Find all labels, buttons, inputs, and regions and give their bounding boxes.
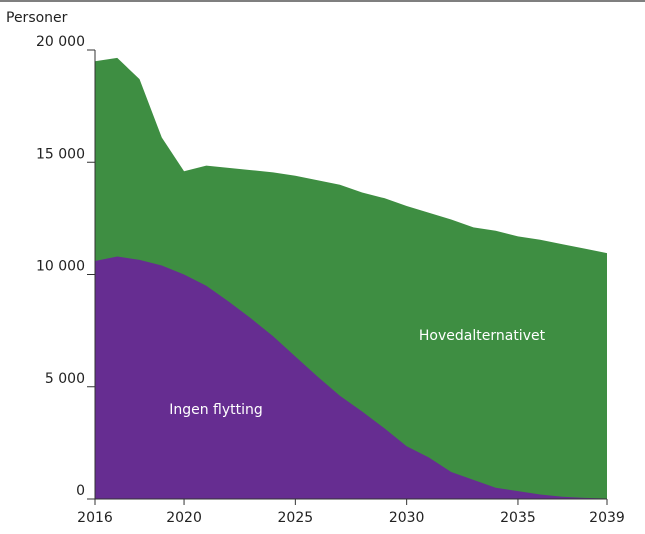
area-label: Hovedalternativet xyxy=(419,328,546,344)
x-tick-label: 2039 xyxy=(589,510,625,526)
x-tick-label: 2030 xyxy=(389,510,425,526)
y-tick-label: 5 000 xyxy=(45,371,85,387)
y-tick-label: 10 000 xyxy=(36,259,85,275)
area-label: Ingen flytting xyxy=(169,402,263,418)
y-tick-label: 20 000 xyxy=(36,34,85,50)
x-tick-label: 2016 xyxy=(77,510,113,526)
x-tick-label: 2035 xyxy=(500,510,536,526)
x-tick-label: 2025 xyxy=(278,510,314,526)
x-tick-label: 2020 xyxy=(166,510,202,526)
area xyxy=(95,256,607,499)
y-tick-label: 0 xyxy=(76,483,85,499)
y-tick-label: 15 000 xyxy=(36,146,85,162)
y-axis-label: Personer xyxy=(6,10,68,26)
